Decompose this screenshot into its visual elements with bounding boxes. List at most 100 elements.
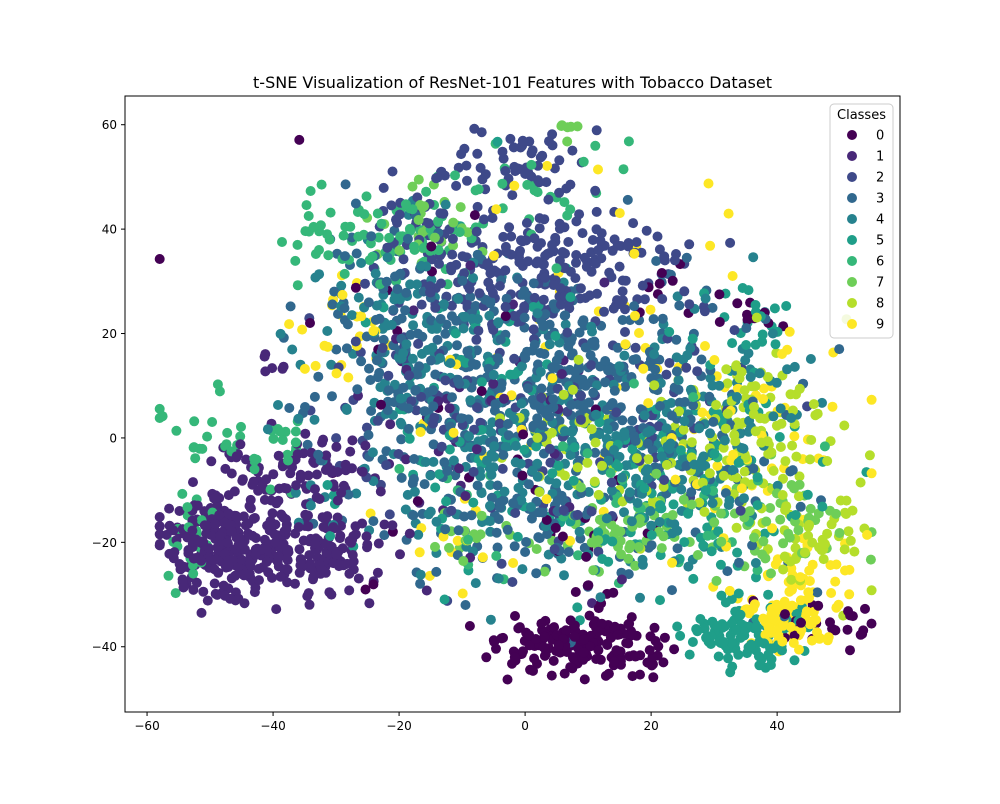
scatter-point-class-0	[866, 618, 877, 629]
scatter-point-class-9	[670, 474, 681, 485]
legend-box	[829, 103, 894, 339]
scatter-point-class-0	[591, 654, 602, 664]
scatter-point-class-1	[395, 549, 405, 560]
scatter-point-class-2	[735, 505, 746, 516]
scatter-point-class-3	[674, 300, 685, 311]
scatter-point-class-2	[570, 273, 581, 284]
scatter-point-class-8	[791, 451, 802, 462]
scatter-point-class-1	[293, 522, 304, 533]
scatter-point-class-4	[488, 369, 499, 380]
scatter-point-class-3	[563, 341, 574, 352]
scatter-point-class-3	[520, 353, 531, 364]
scatter-point-class-9	[331, 368, 342, 379]
scatter-point-class-4	[632, 498, 643, 508]
scatter-point-class-5	[322, 480, 333, 490]
scatter-point-class-2	[435, 208, 446, 219]
scatter-point-class-5	[733, 588, 744, 599]
scatter-point-class-4	[707, 498, 718, 509]
scatter-point-class-0	[550, 522, 561, 533]
scatter-point-class-6	[170, 588, 181, 599]
scatter-point-class-7	[765, 503, 776, 513]
scatter-point-class-1	[326, 541, 337, 552]
scatter-point-class-0	[524, 640, 535, 651]
scatter-point-class-9	[767, 523, 778, 534]
scatter-point-class-2	[473, 325, 484, 336]
scatter-point-class-4	[696, 457, 707, 468]
scatter-point-class-9	[297, 324, 308, 335]
scatter-point-class-2	[360, 278, 370, 289]
scatter-point-class-9	[807, 635, 817, 646]
scatter-point-class-8	[582, 457, 593, 468]
scatter-point-class-1	[444, 403, 455, 414]
scatter-point-class-2	[462, 175, 472, 186]
scatter-point-class-5	[572, 602, 583, 613]
scatter-point-class-5	[683, 508, 693, 519]
scatter-point-class-2	[350, 336, 361, 347]
scatter-point-class-2	[699, 306, 710, 317]
scatter-point-class-1	[247, 479, 258, 490]
scatter-point-class-6	[154, 413, 165, 423]
scatter-point-class-2	[684, 299, 695, 310]
scatter-point-class-6	[339, 268, 350, 279]
scatter-point-class-6	[473, 184, 484, 195]
scatter-point-class-9	[789, 431, 800, 442]
legend-marker-class-6	[847, 256, 857, 266]
scatter-point-class-0	[567, 652, 578, 663]
scatter-point-class-1	[226, 468, 237, 479]
scatter-point-class-2	[508, 310, 519, 321]
scatter-point-class-9	[547, 373, 558, 384]
scatter-point-class-7	[651, 468, 662, 479]
scatter-point-class-3	[574, 327, 585, 338]
scatter-point-class-5	[733, 649, 744, 660]
scatter-point-class-7	[625, 539, 636, 550]
scatter-point-class-2	[479, 214, 489, 225]
scatter-point-class-6	[359, 209, 370, 220]
scatter-point-class-6	[400, 199, 411, 210]
scatter-point-class-6	[454, 227, 465, 238]
scatter-point-class-3	[671, 366, 682, 377]
scatter-point-class-2	[416, 391, 427, 402]
scatter-point-class-4	[619, 507, 629, 518]
scatter-point-class-3	[629, 301, 640, 312]
scatter-point-class-9	[477, 552, 488, 563]
scatter-point-class-6	[522, 179, 533, 190]
scatter-point-class-2	[509, 353, 520, 364]
scatter-point-class-1	[295, 473, 306, 484]
scatter-point-class-7	[575, 482, 586, 493]
scatter-point-class-9	[831, 602, 842, 613]
scatter-point-class-3	[523, 479, 534, 490]
scatter-point-class-5	[675, 630, 686, 641]
scatter-point-class-1	[362, 542, 372, 553]
scatter-point-class-1	[421, 585, 432, 596]
scatter-point-class-4	[275, 328, 286, 339]
scatter-point-class-2	[507, 190, 518, 201]
scatter-point-class-7	[413, 174, 424, 185]
scatter-point-class-4	[637, 559, 648, 570]
scatter-point-class-4	[458, 323, 469, 334]
scatter-point-class-6	[189, 416, 200, 427]
scatter-point-class-3	[498, 450, 509, 460]
scatter-point-class-6	[605, 468, 616, 478]
scatter-point-class-1	[178, 582, 189, 593]
scatter-point-class-4	[353, 292, 364, 303]
scatter-point-class-5	[664, 326, 675, 337]
scatter-point-class-5	[550, 331, 561, 341]
scatter-point-class-2	[559, 263, 570, 274]
scatter-point-class-1	[209, 564, 220, 575]
scatter-point-class-0	[569, 631, 580, 642]
scatter-point-class-4	[673, 459, 684, 470]
scatter-point-class-2	[664, 358, 675, 368]
scatter-point-class-1	[338, 480, 349, 491]
scatter-point-class-0	[548, 655, 559, 666]
scatter-point-class-2	[572, 509, 583, 520]
scatter-point-class-2	[565, 179, 576, 190]
scatter-point-class-3	[681, 252, 692, 263]
scatter-point-class-6	[283, 455, 293, 466]
scatter-point-class-9	[727, 271, 738, 281]
scatter-point-class-8	[572, 462, 583, 473]
scatter-point-class-3	[350, 198, 361, 209]
scatter-point-class-1	[206, 456, 217, 467]
scatter-point-class-0	[825, 617, 835, 628]
scatter-point-class-1	[214, 510, 225, 521]
scatter-point-class-4	[427, 342, 438, 353]
